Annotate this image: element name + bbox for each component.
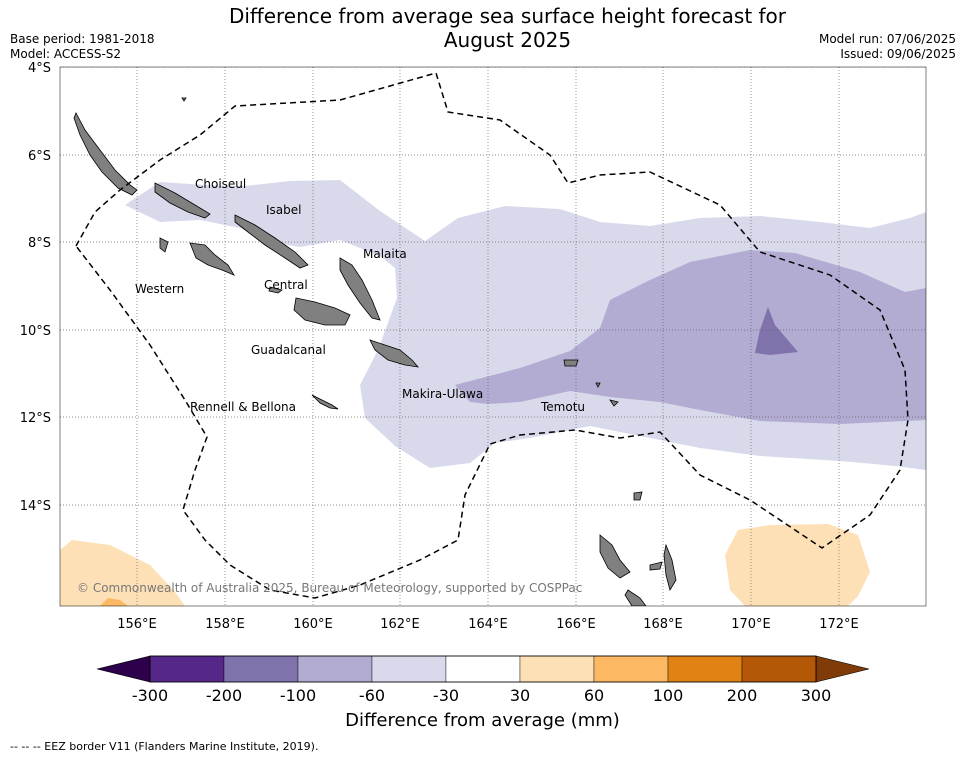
label-guadalcanal: Guadalcanal [251,343,326,357]
isabel-island [234,214,309,269]
vanuatu-malekula [624,589,647,606]
eez-legend: -- -- -- EEZ border V11 (Flanders Marine… [10,740,319,753]
colorbar-segment [593,655,669,683]
colorbar-segment [445,655,521,683]
label-choiseul: Choiseul [195,177,246,191]
anomaly-band-medium [455,250,926,424]
colorbar-tick-label: -60 [359,686,385,705]
colorbar-tick-label: -200 [206,686,242,705]
anomaly-positive-left [60,540,185,606]
lon-label: 164°E [468,617,508,632]
anomaly-positive-right [725,524,870,606]
malaita-island [339,257,381,321]
colorbar-tick-label: -30 [433,686,459,705]
lon-label: 158°E [205,617,245,632]
base-period: Base period: 1981-2018 [10,32,155,46]
label-makira-ulawa: Makira-Ulawa [402,387,483,401]
colorbar-tick-label: 200 [727,686,758,705]
issued-date: Issued: 09/06/2025 [840,47,956,61]
lon-label: 156°E [117,617,157,632]
model-name: Model: ACCESS-S2 [10,47,122,61]
lat-label: 12°S [20,411,51,426]
lon-label: 166°E [556,617,596,632]
meta-right: Model run: 07/06/2025 Issued: 09/06/2025 [819,32,956,62]
vanuatu-pentecost [663,543,677,592]
colorbar-tick-label: -300 [132,686,168,705]
longitude-labels: 156°E 158°E 160°E 162°E 164°E 166°E 168°… [117,617,859,632]
colorbar-segment [297,655,373,683]
colorbar-label: Difference from average (mm) [345,710,620,731]
colorbar-extend-low [96,655,151,683]
latitude-labels: 4°S 6°S 8°S 10°S 12°S 14°S [20,61,51,514]
colorbar-segment [667,655,743,683]
colorbar-tick-label: 30 [510,686,530,705]
anomaly-patch-dark [755,307,798,355]
colorbar-tick-label: 300 [801,686,832,705]
label-temotu: Temotu [540,400,585,414]
colorbar-tick-label: 100 [653,686,684,705]
lat-label: 8°S [28,236,51,251]
duff-islands [595,382,601,388]
lat-label: 6°S [28,149,51,164]
gridlines [60,67,926,606]
map-panel [60,67,926,606]
choiseul-island [154,182,211,219]
eez-border [75,72,909,599]
lon-label: 170°E [731,617,771,632]
label-central: Central [264,278,308,292]
new-georgia-islands [189,242,235,276]
label-rennell-bellona: Rennell & Bellona [190,400,296,414]
label-western: Western [135,282,184,296]
model-run: Model run: 07/06/2025 [818,32,956,46]
vanuatu-ambae [649,561,663,571]
lat-label: 4°S [28,61,51,76]
colorbar-segment [741,655,817,683]
colorbar-segment [149,655,225,683]
vanuatu-espiritu-santo [599,534,631,579]
chart-title: Difference from average sea surface heig… [200,4,815,52]
colorbar-segment [223,655,299,683]
lon-label: 172°E [819,617,859,632]
lat-label: 14°S [20,499,51,514]
vanuatu-banks-island [633,491,643,501]
label-isabel: Isabel [266,203,301,217]
makira-island [369,339,420,368]
label-malaita: Malaita [363,247,407,261]
florida-islands [268,286,283,294]
colorbar-segment [371,655,447,683]
colorbar-segment [519,655,595,683]
copyright-text: © Commonwealth of Australia 2025, Bureau… [77,581,582,595]
colorbar-tick-label: -100 [280,686,316,705]
meta-left: Base period: 1981-2018 Model: ACCESS-S2 [10,32,155,62]
anomaly-positive-left-strong [100,598,128,606]
lon-label: 162°E [380,617,420,632]
ontong-java [181,97,187,102]
map-frame [59,66,927,607]
vella-lavella-island [159,237,169,253]
santa-cruz-island [563,359,579,367]
land-masses [73,97,677,606]
vanuatu-torres-island [609,399,619,407]
title-line-2: August 2025 [443,28,572,52]
lat-label: 10°S [20,324,51,339]
province-labels: Choiseul Isabel Malaita Western Central … [135,177,585,414]
bougainville-island [73,112,138,196]
lon-label: 160°E [293,617,333,632]
rennell-island [311,394,339,410]
title-line-1: Difference from average sea surface heig… [228,4,787,28]
guadalcanal-island [293,297,351,326]
lon-label: 168°E [643,617,683,632]
colorbar-extend-high [815,655,870,683]
colorbar-tick-label: 60 [584,686,604,705]
colorbar: -300 -200 -100 -60 -30 30 60 100 200 300 [96,655,870,705]
colorbar-frame [149,655,817,683]
